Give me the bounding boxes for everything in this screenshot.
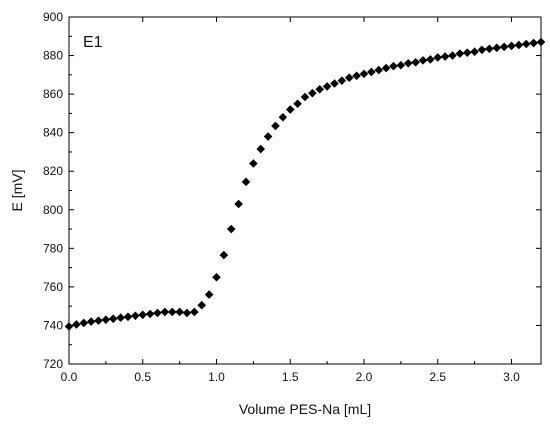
data-point	[285, 105, 295, 114]
data-point	[499, 42, 509, 52]
plot-frame	[68, 16, 542, 365]
data-point	[241, 177, 251, 187]
data-point	[167, 307, 177, 317]
data-point	[278, 112, 288, 122]
data-point	[234, 199, 243, 209]
data-point	[529, 38, 538, 48]
data-point	[64, 322, 74, 331]
data-point	[352, 71, 361, 81]
data-point	[256, 144, 266, 154]
data-point	[212, 272, 221, 282]
x-tick-label: 0.5	[134, 370, 151, 384]
data-point	[116, 313, 125, 323]
y-tick-label: 840	[43, 126, 63, 140]
data-point	[153, 308, 162, 318]
y-tick-label: 900	[43, 10, 63, 24]
data-point	[182, 308, 192, 318]
y-tick-label: 760	[43, 280, 63, 294]
y-tick-label: 780	[43, 241, 63, 255]
data-point	[337, 76, 347, 85]
data-point	[72, 320, 81, 329]
y-axis-label: E [mV]	[9, 169, 25, 211]
data-point	[131, 311, 140, 321]
data-point	[389, 61, 398, 71]
data-point	[300, 92, 310, 102]
data-point	[293, 99, 302, 109]
y-tick-label: 860	[43, 87, 63, 101]
data-point	[477, 45, 487, 55]
data-point	[101, 315, 111, 324]
data-point	[138, 310, 148, 320]
data-point	[197, 300, 207, 310]
y-tick-label: 820	[43, 164, 63, 178]
data-point	[226, 224, 236, 234]
y-axis-ticks: 720 740 760 780 800 820 840 860 880 900	[43, 10, 541, 371]
y-tick-label: 880	[43, 49, 63, 63]
data-point	[418, 56, 428, 65]
data-point	[108, 314, 118, 323]
data-point	[263, 132, 273, 141]
data-point	[308, 88, 317, 98]
x-tick-label: 1.0	[208, 370, 225, 384]
data-point	[79, 318, 89, 328]
data-point	[403, 58, 413, 68]
data-point	[411, 58, 420, 67]
data-point	[485, 44, 494, 54]
data-point	[204, 290, 214, 299]
x-tick-label: 2.0	[356, 370, 373, 384]
x-tick-label: 2.5	[429, 370, 446, 384]
x-tick-label: 1.5	[282, 370, 299, 384]
x-axis-ticks: 0.0 0.5 1.0 1.5 2.0 2.5 3.0	[61, 17, 520, 384]
data-point	[514, 40, 524, 50]
data-point	[426, 55, 435, 64]
x-axis-label: Volume PES-Na [mL]	[239, 401, 371, 417]
panel-label: E1	[83, 34, 103, 51]
data-point	[344, 73, 354, 83]
data-point	[396, 60, 406, 70]
data-point	[94, 316, 103, 325]
data-point	[536, 37, 546, 47]
y-tick-label: 740	[43, 318, 63, 332]
data-point	[359, 69, 369, 79]
y-tick-label: 800	[43, 203, 63, 217]
data-point	[462, 48, 472, 57]
data-point	[455, 49, 465, 58]
data-point	[322, 82, 332, 91]
data-point	[381, 63, 391, 73]
data-point	[145, 309, 155, 319]
data-point	[492, 43, 502, 53]
data-point	[448, 51, 457, 60]
data-point	[330, 79, 339, 88]
x-tick-label: 0.0	[61, 370, 78, 384]
data-point	[433, 53, 443, 62]
data-point	[470, 47, 479, 56]
data-point	[315, 84, 325, 94]
data-point	[86, 317, 96, 326]
x-tick-label: 3.0	[503, 370, 520, 384]
data-point	[175, 307, 184, 317]
data-point	[507, 41, 516, 51]
data-points	[64, 37, 546, 331]
data-point	[123, 312, 133, 322]
data-point	[440, 52, 450, 61]
data-point	[249, 159, 258, 168]
data-point	[219, 250, 229, 260]
data-point	[367, 67, 376, 77]
data-point	[374, 65, 384, 75]
data-point	[190, 307, 199, 317]
y-tick-label: 720	[43, 357, 63, 371]
data-point	[521, 39, 531, 49]
data-point	[160, 307, 170, 317]
data-point	[271, 121, 280, 131]
